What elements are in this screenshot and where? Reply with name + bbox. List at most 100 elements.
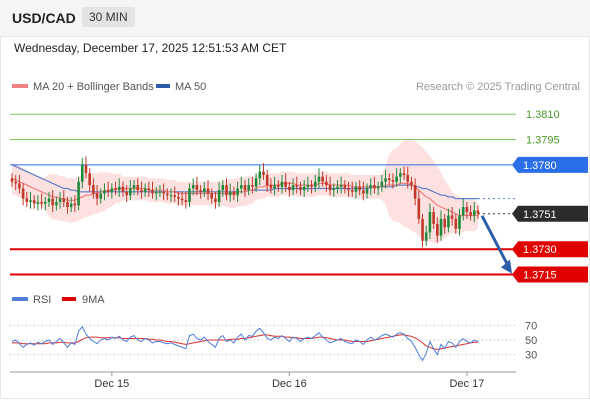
candle-body (421, 218, 424, 241)
timeframe-button[interactable]: 30 MIN (82, 7, 135, 27)
candle-body (136, 185, 140, 191)
candle-body (343, 185, 347, 189)
candle-body (310, 185, 313, 187)
candle-body (73, 203, 77, 206)
candle-body (210, 193, 214, 199)
x-tick-label: Dec 17 (449, 378, 484, 390)
candle-body (14, 181, 17, 184)
rsi-ma-line (12, 334, 478, 351)
candle-body (280, 181, 284, 187)
candle-body (95, 193, 99, 199)
candle-body (51, 198, 54, 206)
candle-body (55, 201, 58, 206)
candle-body (21, 188, 25, 199)
candle-body (188, 188, 191, 202)
candle-body (295, 185, 299, 187)
candle-body (387, 178, 391, 181)
candle-body (147, 188, 151, 191)
candle-body (140, 190, 143, 192)
candle-body (317, 176, 321, 182)
candle-body (69, 203, 73, 208)
candle-body (195, 185, 199, 191)
candle-body (125, 191, 128, 196)
candle-body (36, 201, 40, 204)
candle-body (29, 200, 32, 202)
candle-body (84, 164, 88, 174)
candle-body (380, 181, 384, 187)
candle-body (328, 185, 332, 191)
candle-body (25, 198, 29, 202)
candle-body (417, 198, 421, 219)
candle-body (354, 186, 358, 192)
ma20-legend-label: MA 20 + Bollinger Bands (33, 81, 154, 93)
candle-body (247, 185, 250, 191)
level-tag-1.3751 (512, 205, 588, 222)
candle-body (243, 185, 247, 191)
candle-body (103, 190, 106, 194)
candle-body (180, 198, 184, 201)
candle-body (18, 183, 21, 189)
candle-body (454, 218, 458, 229)
candle-body (336, 186, 339, 189)
candle-body (228, 191, 232, 196)
candle-body (439, 218, 443, 236)
candle-body (465, 207, 469, 213)
candle-body (214, 198, 217, 202)
candle-body (373, 185, 376, 189)
candle-body (402, 173, 406, 175)
candle-body (88, 173, 91, 186)
candle-body (132, 185, 136, 189)
candle-body (288, 186, 291, 191)
candle-body (262, 171, 265, 175)
candle-body (169, 195, 173, 197)
candle-body (58, 198, 62, 202)
candle-body (276, 185, 280, 187)
candle-body (284, 181, 287, 187)
level-label-1.3810: 1.3810 (526, 109, 560, 121)
level-label-1.3795: 1.3795 (526, 135, 560, 147)
rsi-ma-legend-label: 9MA (82, 294, 105, 306)
candle-body (225, 185, 228, 196)
candle-body (424, 232, 428, 241)
candle-body (428, 212, 432, 233)
candle-body (191, 185, 195, 189)
candle-body (32, 200, 36, 204)
candle-body (302, 186, 306, 191)
candle-body (306, 185, 310, 187)
level-label-1.3715: 1.3715 (523, 270, 557, 282)
candle-body (151, 190, 154, 194)
candle-body (184, 200, 188, 202)
candle-body (77, 181, 80, 206)
candle-body (269, 185, 273, 189)
candle-body (173, 195, 177, 197)
candle-body (265, 174, 269, 186)
candle-body (143, 188, 147, 192)
candle-body (114, 188, 117, 191)
rsi-tick-70: 70 (525, 320, 537, 332)
instrument-title: USD/CAD (12, 10, 76, 26)
candle-body (110, 188, 114, 192)
candle-body (99, 193, 103, 199)
candle-body (117, 186, 121, 191)
candle-body (273, 185, 276, 189)
level-label-1.3780: 1.3780 (523, 160, 557, 172)
candle-body (240, 185, 243, 189)
candle-body (80, 164, 84, 182)
candle-body (221, 185, 225, 191)
candle-body (92, 185, 95, 194)
candle-body (476, 210, 480, 214)
candle-body (339, 185, 343, 187)
x-tick-label: Dec 16 (272, 378, 307, 390)
candle-body (391, 180, 395, 182)
candle-body (199, 190, 202, 192)
candle-body (299, 186, 302, 191)
candle-body (206, 188, 210, 194)
candle-body (236, 188, 239, 196)
candle-body (413, 185, 417, 199)
candle-body (10, 178, 14, 182)
candle-body (325, 181, 328, 186)
candle-body (40, 201, 43, 204)
x-tick-label: Dec 15 (94, 378, 129, 390)
candle-body (365, 188, 369, 194)
candle-body (450, 215, 454, 219)
